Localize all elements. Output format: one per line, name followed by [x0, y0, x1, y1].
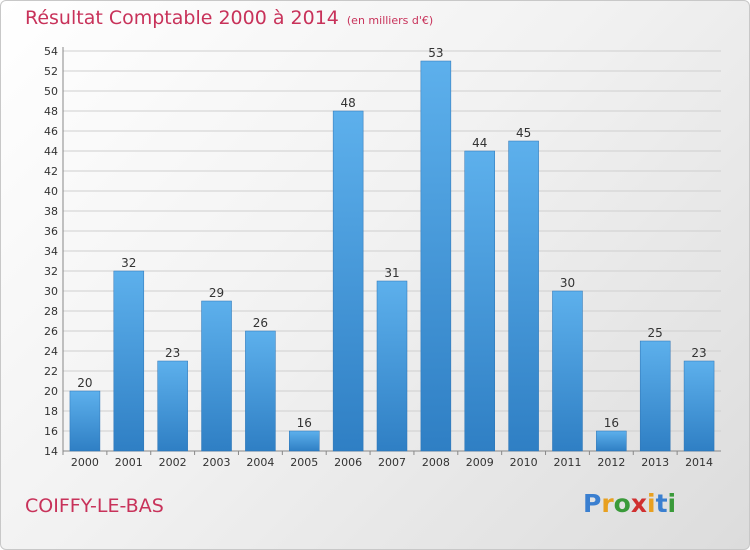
- data-label-2002: 23: [165, 346, 180, 360]
- y-tick-label: 44: [44, 145, 58, 158]
- x-tick-label: 2005: [290, 456, 318, 469]
- bar-2002: [157, 360, 188, 452]
- data-label-2011: 30: [560, 276, 575, 290]
- y-tick-label: 46: [44, 125, 58, 138]
- x-tick-label: 2009: [466, 456, 494, 469]
- y-tick-label: 52: [44, 65, 58, 78]
- bar-2006: [332, 110, 364, 452]
- proxiti-logo[interactable]: Proxiti: [583, 489, 676, 518]
- data-label-2004: 26: [253, 316, 268, 330]
- chart-title-text: Résultat Comptable 2000 à 2014: [25, 7, 339, 29]
- y-tick-label: 54: [44, 45, 58, 58]
- y-tick-label: 16: [44, 425, 58, 438]
- chart-subtitle: (en milliers d'€): [346, 14, 434, 27]
- x-tick-label: 2004: [246, 456, 274, 469]
- y-tick-label: 30: [44, 285, 58, 298]
- data-label-2003: 29: [209, 286, 224, 300]
- chart-title: Résultat Comptable 2000 à 2014 (en millie…: [25, 7, 433, 29]
- y-tick-label: 34: [44, 245, 58, 258]
- y-tick-label: 42: [44, 165, 58, 178]
- logo-letter: P: [583, 489, 602, 518]
- y-tick-label: 40: [44, 185, 58, 198]
- data-label-2000: 20: [77, 376, 92, 390]
- bar-2000: [69, 390, 101, 452]
- x-tick-label: 2014: [685, 456, 713, 469]
- bar-2003: [201, 300, 232, 452]
- bar-2012: [596, 430, 627, 452]
- bar-2007: [376, 280, 408, 452]
- x-tick-label: 2006: [334, 456, 362, 469]
- bar-2009: [464, 150, 495, 452]
- data-label-2010: 45: [516, 126, 531, 140]
- y-tick-label: 32: [44, 265, 58, 278]
- y-tick-label: 14: [44, 445, 58, 458]
- y-tick-label: 28: [44, 305, 58, 318]
- bar-2008: [420, 60, 452, 452]
- logo-letter: i: [667, 489, 677, 518]
- data-label-2012: 16: [604, 416, 619, 430]
- y-tick-label: 20: [44, 385, 58, 398]
- x-tick-label: 2003: [203, 456, 231, 469]
- x-tick-label: 2008: [422, 456, 450, 469]
- bar-2001: [113, 270, 145, 452]
- data-label-2009: 44: [472, 136, 487, 150]
- bar-2013: [639, 340, 671, 452]
- logo-letter: o: [613, 489, 631, 518]
- x-tick-label: 2007: [378, 456, 406, 469]
- x-tick-label: 2012: [597, 456, 625, 469]
- logo-letter: i: [647, 489, 656, 518]
- logo-letter: x: [630, 489, 647, 518]
- commune-name: COIFFY-LE-BAS: [25, 495, 164, 517]
- data-label-2005: 16: [297, 416, 312, 430]
- data-label-2013: 25: [648, 326, 663, 340]
- logo-letter: r: [601, 489, 614, 518]
- bar-2011: [552, 290, 583, 452]
- x-tick-label: 2011: [553, 456, 581, 469]
- y-tick-label: 24: [44, 345, 58, 358]
- x-tick-label: 2002: [159, 456, 187, 469]
- data-label-2001: 32: [121, 256, 136, 270]
- bar-2010: [508, 140, 539, 452]
- y-tick-label: 36: [44, 225, 58, 238]
- y-tick-label: 38: [44, 205, 58, 218]
- y-tick-label: 48: [44, 105, 58, 118]
- bar-2014: [683, 360, 715, 452]
- bar-2005: [289, 430, 320, 452]
- data-label-2008: 53: [428, 46, 443, 60]
- bar-2004: [245, 330, 276, 452]
- data-label-2006: 48: [340, 96, 355, 110]
- x-tick-label: 2000: [71, 456, 99, 469]
- data-label-2007: 31: [384, 266, 399, 280]
- x-tick-label: 2001: [115, 456, 143, 469]
- logo-letter: t: [655, 489, 668, 518]
- x-tick-label: 2010: [510, 456, 538, 469]
- y-tick-label: 22: [44, 365, 58, 378]
- data-label-2014: 23: [691, 346, 706, 360]
- y-tick-label: 26: [44, 325, 58, 338]
- y-tick-label: 18: [44, 405, 58, 418]
- x-tick-label: 2013: [641, 456, 669, 469]
- y-tick-label: 50: [44, 85, 58, 98]
